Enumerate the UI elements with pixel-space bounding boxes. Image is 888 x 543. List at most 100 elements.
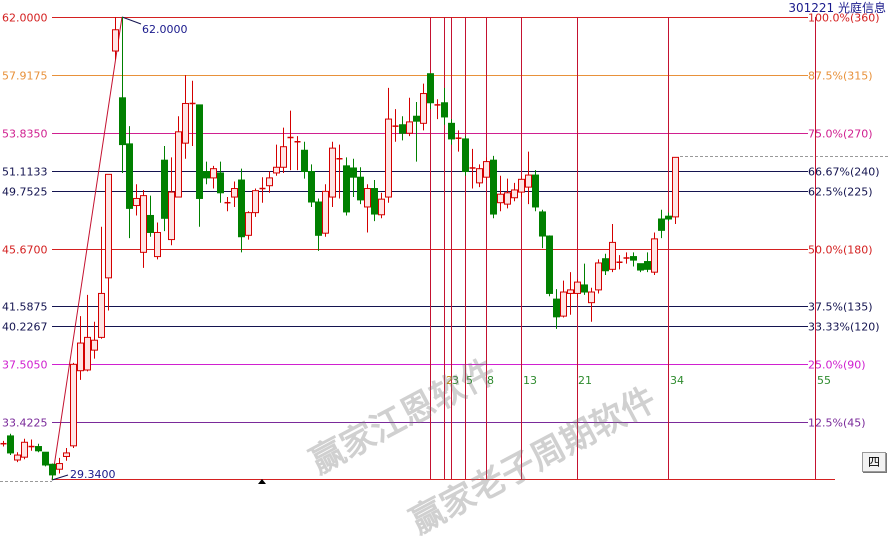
candle-up [364, 188, 371, 208]
fibonacci-count-label: 3 [452, 374, 459, 387]
candle-down [147, 214, 154, 233]
candle-up [651, 238, 658, 273]
candle-up [112, 29, 119, 52]
high-price-label: 62.0000 [142, 23, 188, 36]
candle-up [168, 191, 175, 241]
candle-up [406, 121, 413, 134]
candle-down [462, 138, 469, 173]
candle-down [238, 179, 245, 238]
percent-level-label: 12.5%(45) [808, 417, 866, 430]
candle-up [511, 189, 518, 199]
candle-up [574, 281, 581, 294]
candle-down [665, 215, 672, 220]
low-pointer-line [51, 474, 69, 481]
candle-up [140, 195, 147, 253]
panel-toggle-button[interactable]: 四 [862, 452, 886, 472]
price-level-label: 53.8350 [2, 128, 48, 141]
fibonacci-count-label: 55 [817, 374, 831, 387]
candle-up [329, 147, 336, 198]
fibonacci-count-label: 2 [446, 374, 453, 387]
percent-level-label: 25.0%(90) [808, 359, 866, 372]
candle-down [196, 104, 203, 199]
candle-up [77, 342, 84, 372]
candle-down [539, 211, 546, 237]
candle-up [21, 441, 28, 458]
candle-down [357, 176, 364, 201]
candle-down [630, 256, 637, 261]
fibonacci-count-label: 13 [523, 374, 537, 387]
candle-up [588, 291, 595, 304]
candle-up [518, 178, 525, 193]
candle-up [210, 168, 217, 179]
candle-down [203, 171, 210, 179]
candle-up [245, 212, 252, 236]
candle-down [49, 463, 56, 476]
candle-up [525, 174, 532, 188]
candle-down [602, 258, 609, 272]
candle-up [567, 289, 574, 294]
candle-down [343, 165, 350, 213]
candle-down [427, 73, 434, 104]
candle-down [350, 167, 357, 178]
candle-up [322, 190, 329, 234]
candle-down [308, 171, 315, 203]
candle-up [560, 291, 567, 317]
candle-up [273, 166, 280, 174]
low-price-label: 29.3400 [70, 468, 116, 481]
stock-title: 301221 光庭信息 [788, 1, 886, 15]
percent-level-label: 75.0%(270) [808, 128, 873, 141]
candle-up [84, 336, 91, 371]
price-level-label: 51.1133 [2, 166, 48, 179]
high-pointer-line [121, 16, 142, 25]
candle-down [532, 174, 539, 208]
candle-down [315, 201, 322, 236]
percent-level-label: 62.5%(225) [808, 186, 873, 199]
percent-level-label: 33.33%(120) [808, 321, 880, 334]
fibonacci-count-label: 8 [487, 374, 494, 387]
price-level-label: 45.6700 [2, 244, 48, 257]
candle-down [42, 451, 49, 466]
candle-up [63, 452, 70, 457]
percent-level-label: 37.5%(135) [808, 301, 873, 314]
candle-up [483, 161, 490, 178]
fibonacci-count-label: 21 [578, 374, 592, 387]
candle-up [98, 292, 105, 338]
candle-down [644, 261, 651, 270]
fibonacci-count-label: 5 [466, 374, 473, 387]
candle-down [35, 446, 42, 452]
candle-down [217, 172, 224, 194]
cursor-marker-icon [258, 479, 266, 484]
candle-up [175, 131, 182, 198]
candle-up [385, 118, 392, 198]
candle-down [658, 218, 665, 231]
candle-down [161, 159, 168, 219]
candle-down [7, 435, 14, 454]
candle-up [420, 93, 427, 124]
price-level-label: 57.9175 [2, 70, 48, 83]
candle-up [14, 454, 21, 461]
candle-down [371, 188, 378, 215]
candle-down [490, 159, 497, 215]
price-level-label: 62.0000 [2, 12, 48, 25]
percent-level-label: 100.0%(360) [808, 12, 880, 25]
candle-down [399, 124, 406, 134]
candle-up [504, 192, 511, 205]
candle-down [126, 143, 133, 209]
candle-up [476, 168, 483, 184]
price-level-label: 33.4225 [2, 417, 48, 430]
gann-candlestick-chart[interactable]: 62.0000 100.0%(360) 57.9175 87.5%(315) 53.83… [0, 0, 888, 484]
candle-down [413, 115, 420, 122]
candle-up [56, 463, 63, 470]
candle-up [378, 198, 385, 216]
candle-up [182, 102, 189, 144]
candle-down [637, 263, 644, 271]
candle-up [280, 146, 287, 168]
candle-down [119, 97, 126, 146]
candle-up [105, 173, 112, 279]
candle-up [609, 241, 616, 270]
candle-up [70, 363, 77, 447]
candle-up [231, 188, 238, 198]
price-level-label: 49.7525 [2, 186, 48, 199]
fibonacci-count-label: 34 [670, 374, 684, 387]
candle-down [448, 122, 455, 140]
